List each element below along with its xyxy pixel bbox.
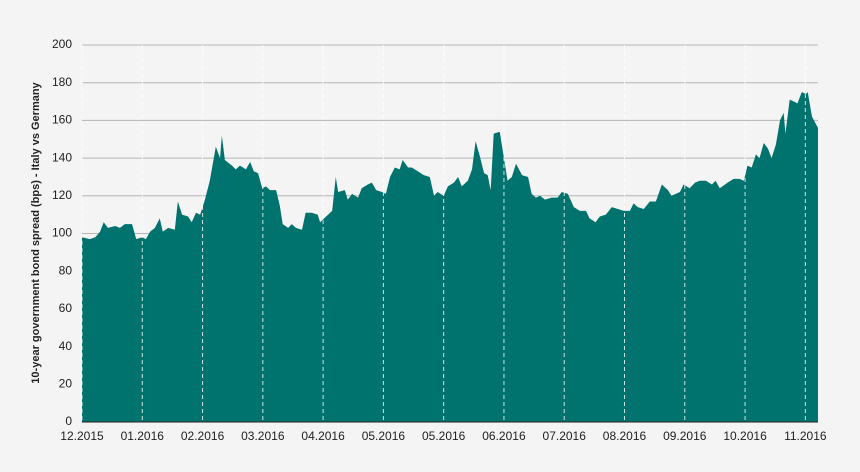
x-tick-label: 10.2016 — [723, 429, 767, 443]
x-tick-label: 02.2016 — [181, 429, 225, 443]
x-tick-label: 05.2016 — [422, 429, 466, 443]
y-tick-label: 160 — [52, 113, 72, 127]
x-tick-label: 08.2016 — [603, 429, 647, 443]
area — [82, 92, 818, 422]
x-tick-label: 04.2016 — [301, 429, 345, 443]
y-tick-label: 200 — [52, 37, 72, 51]
x-tick-label: 03.2016 — [241, 429, 285, 443]
y-tick-label: 140 — [52, 150, 72, 164]
y-tick-label: 180 — [52, 75, 72, 89]
y-tick-label: 80 — [59, 263, 73, 277]
x-tick-label: 09.2016 — [663, 429, 707, 443]
x-tick-label: 05.2016 — [362, 429, 406, 443]
y-axis-label: 10-year government bond spread (bps) - I… — [30, 81, 42, 383]
y-tick-label: 0 — [65, 414, 72, 428]
y-tick-label: 40 — [59, 339, 73, 353]
y-tick-label: 60 — [59, 301, 73, 315]
y-tick-label: 100 — [52, 226, 72, 240]
x-tick-label: 01.2016 — [121, 429, 165, 443]
y-tick-label: 20 — [59, 376, 73, 390]
x-tick-label: 12.2015 — [60, 429, 104, 443]
x-tick-label: 06.2016 — [482, 429, 526, 443]
x-tick-label: 11.2016 — [784, 429, 827, 443]
y-tick-label: 120 — [52, 188, 72, 202]
x-tick-label: 07.2016 — [543, 429, 587, 443]
